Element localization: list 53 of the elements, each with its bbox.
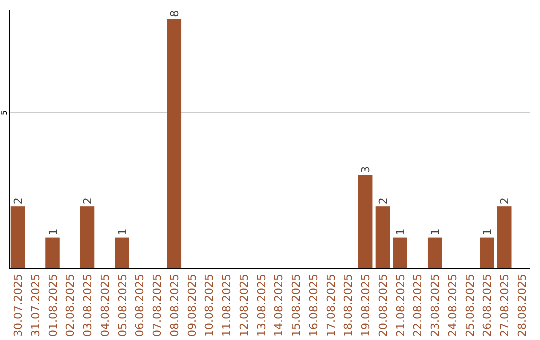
x-tick-label: 06.08.2025	[134, 274, 147, 337]
x-tick-label: 23.08.2025	[429, 274, 442, 337]
x-tick-label: 01.08.2025	[46, 274, 60, 337]
x-tick-label: 26.08.2025	[481, 274, 494, 337]
x-tick-label: 27.08.2025	[498, 274, 512, 337]
x-tick-label: 24.08.2025	[446, 274, 460, 337]
data-label: 3	[360, 166, 373, 174]
bar	[167, 19, 182, 269]
x-tick-label: 19.08.2025	[360, 274, 373, 337]
x-tick-label: 25.08.2025	[464, 274, 477, 337]
x-tick-label: 02.08.2025	[64, 274, 78, 337]
x-tick-label: 30.07.2025	[12, 274, 25, 337]
x-tick-label: 12.08.2025	[238, 274, 251, 337]
bar	[498, 206, 512, 269]
x-tick-label: 17.08.2025	[324, 274, 338, 337]
x-tick-label: 31.07.2025	[29, 274, 42, 337]
x-tick-label: 21.08.2025	[394, 274, 408, 337]
data-label: 1	[481, 228, 494, 236]
x-tick-label: 28.08.2025	[516, 274, 530, 337]
bar	[376, 206, 390, 269]
x-tick-label: 15.08.2025	[290, 274, 304, 337]
data-label: 1	[394, 228, 408, 236]
x-tick-label: 04.08.2025	[98, 274, 112, 337]
bar	[115, 238, 130, 269]
bar	[358, 175, 373, 269]
x-tick-label: 08.08.2025	[168, 274, 182, 337]
bar	[10, 206, 26, 269]
x-tick-label: 20.08.2025	[376, 274, 390, 337]
x-tick-label: 05.08.2025	[116, 274, 130, 337]
x-tick-label: 14.08.2025	[272, 274, 286, 337]
x-tick-label: 03.08.2025	[82, 274, 95, 337]
x-tick-label: 22.08.2025	[412, 274, 425, 337]
data-label: 2	[498, 198, 512, 205]
x-tick-label: 16.08.2025	[307, 274, 320, 337]
x-tick-label: 07.08.2025	[151, 274, 164, 337]
y-tick-label: 5	[0, 110, 9, 116]
bar	[480, 238, 494, 269]
data-label: 2	[12, 198, 25, 205]
data-label: 1	[46, 228, 60, 236]
data-label: 8	[168, 10, 182, 18]
x-tick-label: 09.08.2025	[186, 274, 199, 337]
x-tick-label: 18.08.2025	[342, 274, 356, 337]
data-label: 2	[82, 198, 95, 205]
data-label: 2	[376, 198, 390, 205]
bar	[428, 238, 442, 269]
x-tick-label: 10.08.2025	[203, 274, 216, 337]
bar	[393, 238, 408, 269]
data-label: 1	[116, 228, 130, 236]
data-label: 1	[429, 228, 442, 236]
bar	[80, 206, 95, 269]
x-tick-label: 13.08.2025	[255, 274, 268, 337]
x-tick-label: 11.08.2025	[220, 274, 234, 337]
bar	[46, 238, 60, 269]
